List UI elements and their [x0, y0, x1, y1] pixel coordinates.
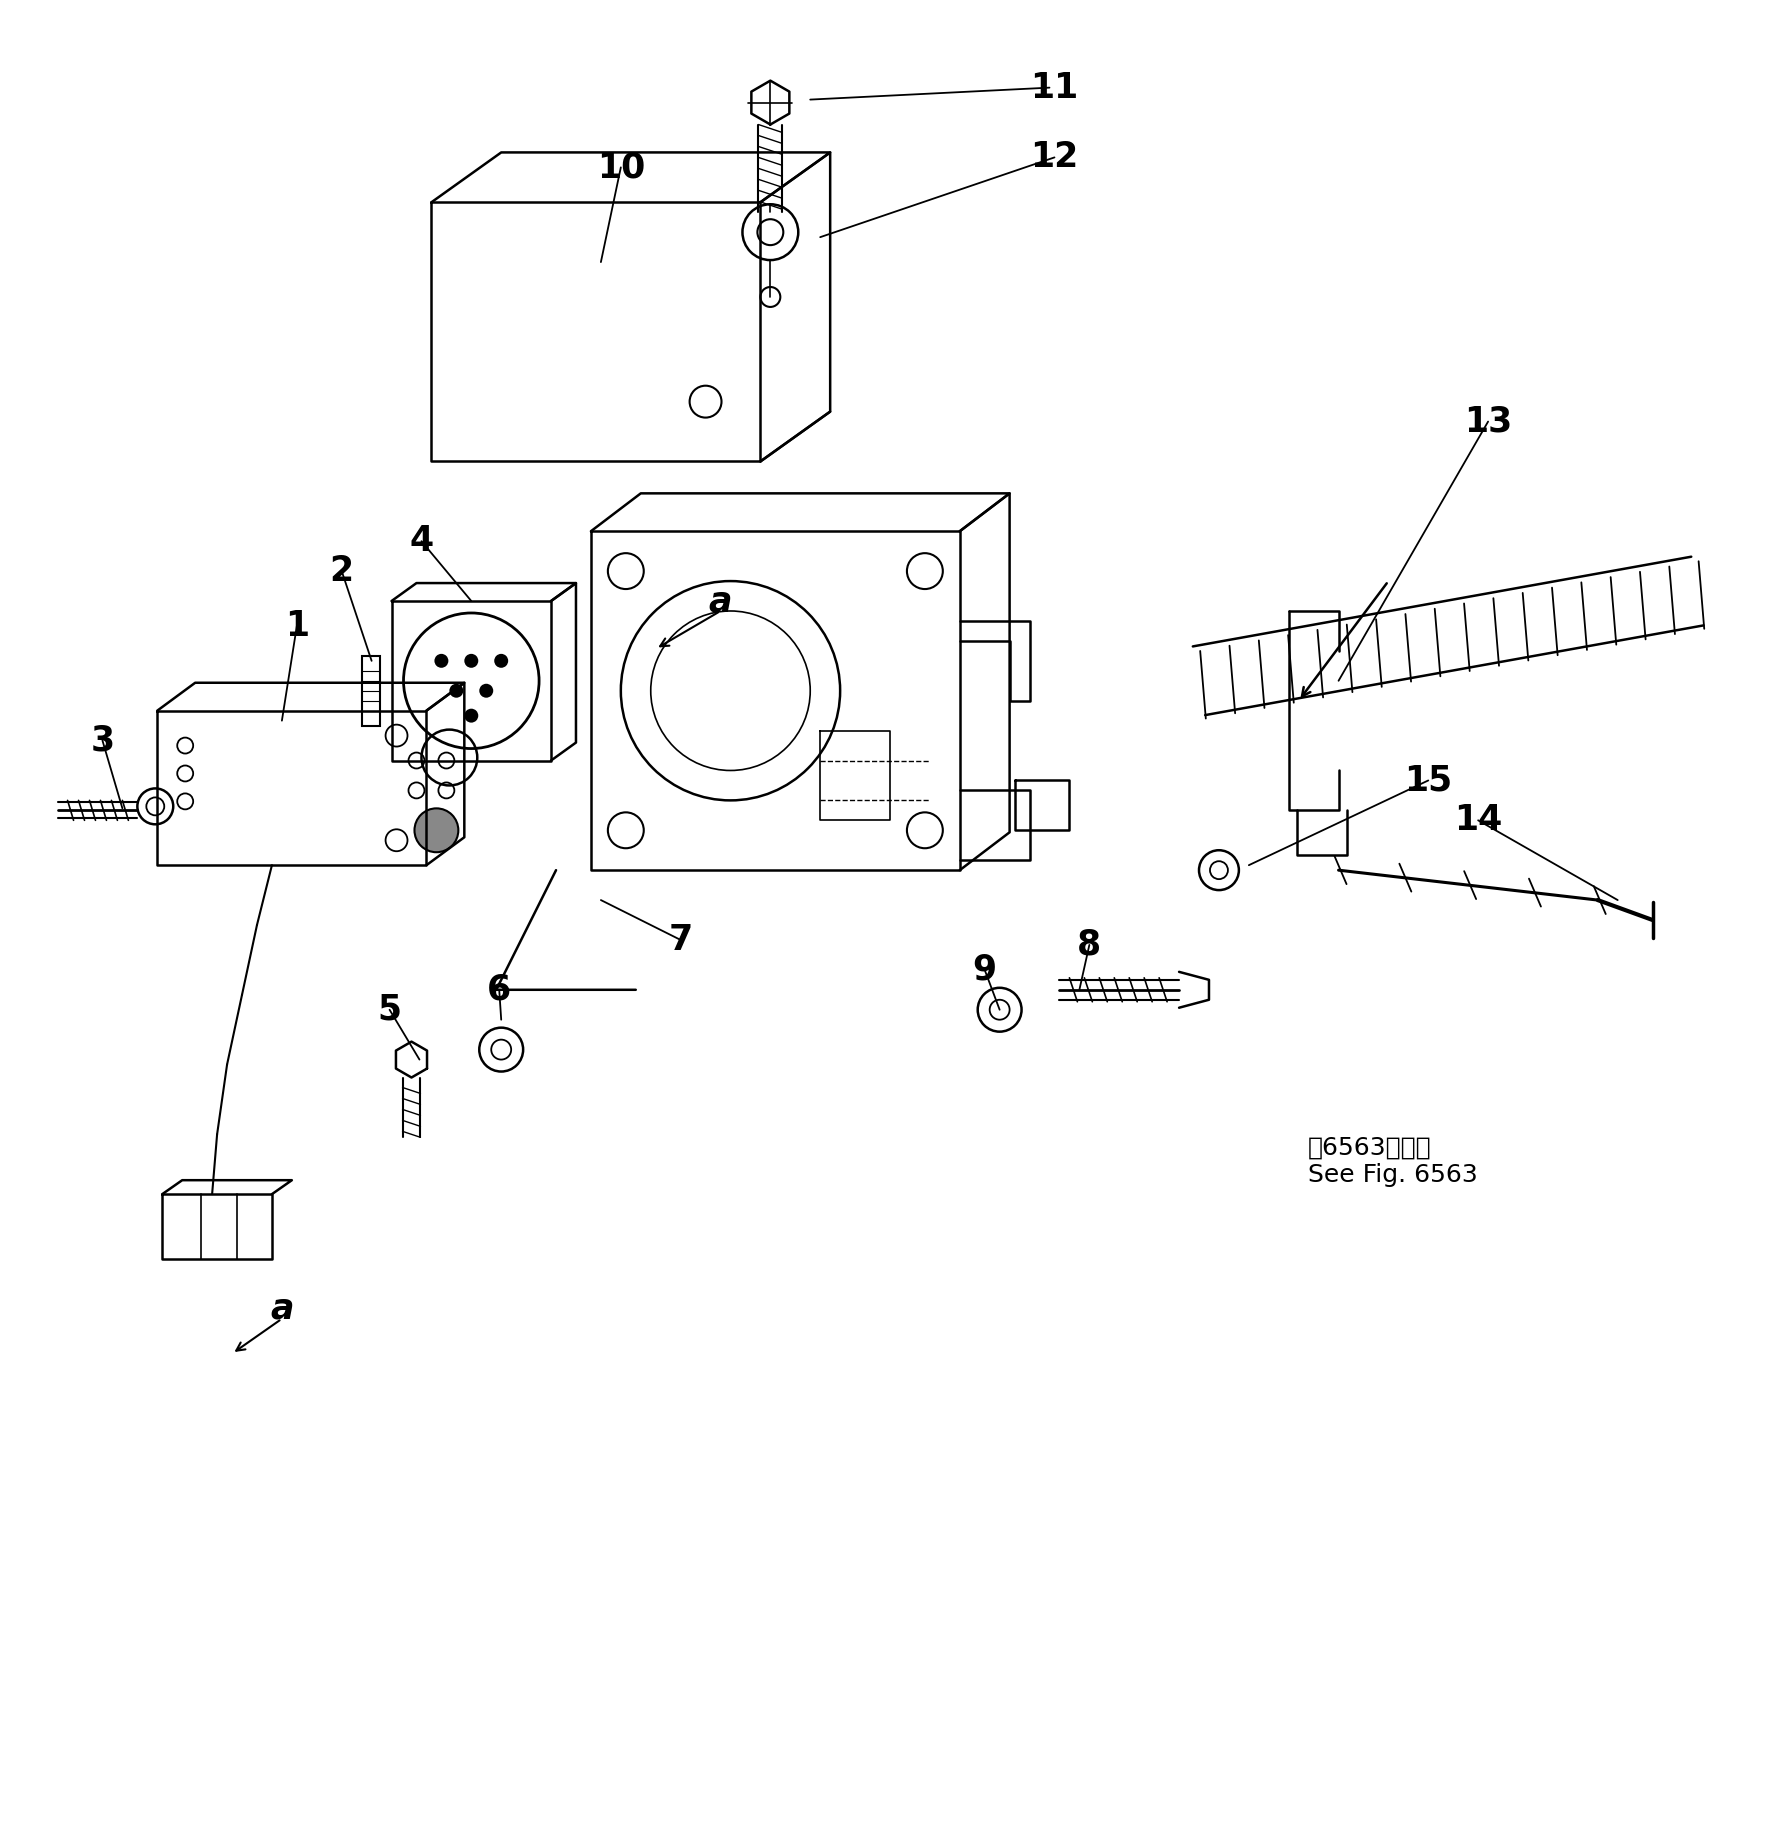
Text: 12: 12 — [1030, 140, 1079, 175]
Text: 9: 9 — [973, 952, 996, 987]
Circle shape — [435, 653, 448, 668]
Text: 2: 2 — [329, 554, 354, 589]
Circle shape — [449, 684, 463, 697]
Text: 1: 1 — [285, 609, 310, 642]
Text: 3: 3 — [90, 723, 115, 758]
Text: 15: 15 — [1405, 764, 1452, 797]
Bar — [361, 655, 380, 725]
Text: a: a — [271, 1292, 294, 1327]
Text: 10: 10 — [596, 151, 646, 185]
Circle shape — [463, 653, 478, 668]
Text: 4: 4 — [409, 524, 433, 559]
Text: 6: 6 — [486, 972, 511, 1007]
Text: 7: 7 — [669, 922, 693, 958]
Text: 第6563図参照
See Fig. 6563: 第6563図参照 See Fig. 6563 — [1307, 1137, 1477, 1188]
Text: 5: 5 — [377, 993, 402, 1026]
Text: a: a — [709, 585, 732, 618]
Circle shape — [479, 684, 494, 697]
Text: 14: 14 — [1454, 803, 1502, 838]
Text: 11: 11 — [1030, 70, 1079, 105]
Text: 13: 13 — [1465, 404, 1512, 439]
Circle shape — [414, 808, 458, 852]
Circle shape — [494, 653, 508, 668]
Text: 8: 8 — [1077, 928, 1102, 961]
Circle shape — [463, 708, 478, 723]
